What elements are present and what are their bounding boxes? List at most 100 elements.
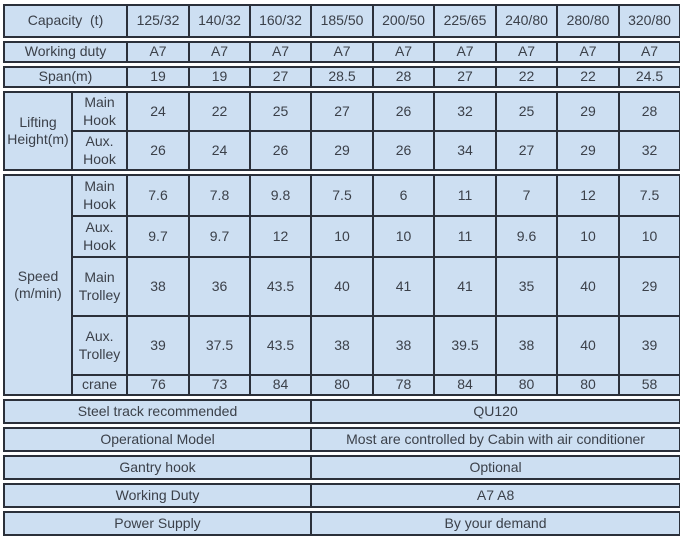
speed-crane-label-cell: crane [71, 374, 128, 396]
speed-crane-value-cell: 80 [310, 374, 374, 396]
capacity-row-table: Capacity (t) 125/32 140/32 160/32 185/50… [3, 4, 680, 38]
gantry-hook-value-cell: Optional [310, 455, 680, 480]
speed-aux-hook-value-cell: 10 [310, 215, 374, 258]
speed-aux-trolley-value-cell: 38 [495, 315, 558, 376]
lifting-aux-hook-value-cell: 32 [618, 130, 680, 171]
speed-main-trolley-value-cell: 41 [372, 256, 435, 317]
working-duty-row: Working duty A7 A7 A7 A7 A7 A7 A7 A7 A7 [2, 41, 680, 63]
speed-aux-trolley-value-cell: 43.5 [249, 315, 312, 376]
working-duty-footer-row-table: Working Duty A7 A8 [2, 483, 680, 508]
speed-main-trolley-value-cell: 40 [310, 256, 374, 317]
steel-track-row: Steel track recommended QU120 [2, 399, 680, 424]
lifting-main-hook-value-cell: 29 [556, 91, 620, 132]
speed-main-trolley-value-cell: 41 [433, 256, 497, 317]
steel-track-value-cell: QU120 [310, 399, 680, 424]
power-supply-label-cell: Power Supply [3, 511, 312, 536]
speed-aux-trolley-value-cell: 39.5 [433, 315, 497, 376]
span-label-cell: Span(m) [3, 66, 128, 88]
lifting-aux-hook-value-cell: 24 [188, 130, 251, 171]
span-value-cell: 22 [556, 66, 620, 88]
speed-main-trolley-label-cell: Main Trolley [71, 256, 128, 317]
lifting-main-hook-value-cell: 24 [126, 91, 190, 132]
speed-aux-trolley-value-cell: 39 [126, 315, 190, 376]
speed-main-hook-value-cell: 11 [433, 174, 497, 217]
speed-group-label-cell: Speed (m/min) [3, 174, 73, 396]
working-duty-row-table: Working duty A7 A7 A7 A7 A7 A7 A7 A7 A7 [2, 41, 680, 63]
gantry-hook-label-cell: Gantry hook [2, 455, 313, 480]
capacity-value-cell: 240/80 [495, 4, 558, 38]
speed-main-trolley-row: Main Trolley 38 36 43.5 40 41 41 35 40 2… [4, 256, 680, 317]
speed-main-trolley-value-cell: 36 [188, 256, 251, 317]
speed-crane-value-cell: 84 [249, 374, 312, 396]
working-duty-value-cell: A7 [249, 41, 313, 63]
lifting-aux-hook-label-cell: Aux. Hook [71, 130, 128, 171]
speed-main-hook-value-cell: 7 [495, 174, 558, 217]
speed-aux-hook-value-cell: 10 [556, 215, 620, 258]
operational-model-row-table: Operational Model Most are controlled by… [2, 427, 680, 452]
speed-main-hook-value-cell: 7.8 [188, 174, 251, 217]
speed-main-hook-value-cell: 12 [556, 174, 620, 217]
capacity-value-cell: 125/32 [126, 4, 190, 38]
span-value-cell: 22 [495, 66, 558, 88]
speed-aux-trolley-value-cell: 37.5 [188, 315, 251, 376]
working-duty-value-cell: A7 [618, 41, 680, 63]
speed-main-hook-value-cell: 7.5 [310, 174, 374, 217]
gantry-hook-row-table: Gantry hook Optional [2, 455, 680, 480]
span-value-cell: 19 [126, 66, 190, 88]
working-duty-value-cell: A7 [310, 41, 375, 63]
speed-main-hook-value-cell: 9.8 [249, 174, 312, 217]
speed-aux-hook-value-cell: 12 [249, 215, 312, 258]
operational-model-value-cell: Most are controlled by Cabin with air co… [310, 427, 680, 452]
speed-main-trolley-value-cell: 29 [618, 256, 680, 317]
lifting-main-hook-value-cell: 26 [372, 91, 435, 132]
span-value-cell: 24.5 [618, 66, 680, 88]
lifting-aux-hook-row: Aux. Hook 26 24 26 29 26 34 27 29 32 [4, 130, 680, 171]
speed-main-hook-value-cell: 7.5 [618, 174, 680, 217]
span-value-cell: 27 [433, 66, 497, 88]
gantry-hook-row: Gantry hook Optional [2, 455, 680, 480]
speed-aux-trolley-value-cell: 38 [310, 315, 374, 376]
speed-main-hook-row: Speed (m/min) Main Hook 7.6 7.8 9.8 7.5 … [3, 174, 680, 396]
lifting-main-hook-label-cell: Main Hook [71, 91, 128, 132]
speed-main-hook-value-cell: 6 [372, 174, 435, 217]
speed-crane-value-cell: 78 [372, 374, 435, 396]
span-value-cell: 28 [372, 66, 435, 88]
working-duty-footer-row: Working Duty A7 A8 [2, 483, 680, 508]
speed-main-trolley-value-cell: 43.5 [249, 256, 312, 317]
speed-aux-hook-row: Aux. Hook 9.7 9.7 12 10 10 11 9.6 10 10 [4, 215, 680, 258]
speed-main-hook-value-cell: 7.6 [126, 174, 190, 217]
lifting-height-group-label-cell: Lifting Height(m) [3, 91, 73, 171]
lifting-aux-hook-value-cell: 27 [495, 130, 558, 171]
speed-crane-value-cell: 84 [433, 374, 497, 396]
working-duty-footer-value-cell: A7 A8 [310, 483, 680, 508]
speed-crane-value-cell: 76 [126, 374, 190, 396]
speed-main-trolley-value-cell: 35 [495, 256, 558, 317]
speed-aux-hook-value-cell: 11 [433, 215, 497, 258]
power-supply-value-cell: By your demand [309, 511, 680, 536]
working-duty-label-cell: Working duty [2, 41, 129, 63]
lifting-aux-hook-value-cell: 26 [126, 130, 190, 171]
speed-main-trolley-value-cell: 38 [126, 256, 190, 317]
working-duty-value-cell: A7 [126, 41, 191, 63]
span-row-table: Span(m) 19 19 27 28.5 28 27 22 22 24.5 [3, 66, 680, 88]
working-duty-value-cell: A7 [433, 41, 498, 63]
speed-aux-trolley-value-cell: 40 [556, 315, 620, 376]
capacity-value-cell: 280/80 [556, 4, 620, 38]
lifting-main-hook-value-cell: 25 [249, 91, 312, 132]
steel-track-row-table: Steel track recommended QU120 [2, 399, 680, 424]
speed-main-trolley-value-cell: 40 [556, 256, 620, 317]
span-value-cell: 19 [188, 66, 251, 88]
working-duty-value-cell: A7 [372, 41, 436, 63]
speed-aux-trolley-row: Aux. Trolley 39 37.5 43.5 38 38 39.5 38 … [4, 315, 680, 376]
speed-aux-hook-value-cell: 10 [372, 215, 435, 258]
speed-aux-hook-label-cell: Aux. Hook [71, 215, 128, 258]
capacity-label-cell: Capacity (t) [3, 4, 128, 38]
capacity-value-cell: 225/65 [433, 4, 497, 38]
lifting-main-hook-row: Lifting Height(m) Main Hook 24 22 25 27 … [3, 91, 680, 171]
lifting-aux-hook-value-cell: 26 [372, 130, 435, 171]
lifting-height-table: Lifting Height(m) Main Hook 24 22 25 27 … [3, 91, 680, 171]
speed-aux-hook-value-cell: 10 [618, 215, 680, 258]
capacity-value-cell: 200/50 [372, 4, 435, 38]
speed-crane-value-cell: 73 [188, 374, 251, 396]
